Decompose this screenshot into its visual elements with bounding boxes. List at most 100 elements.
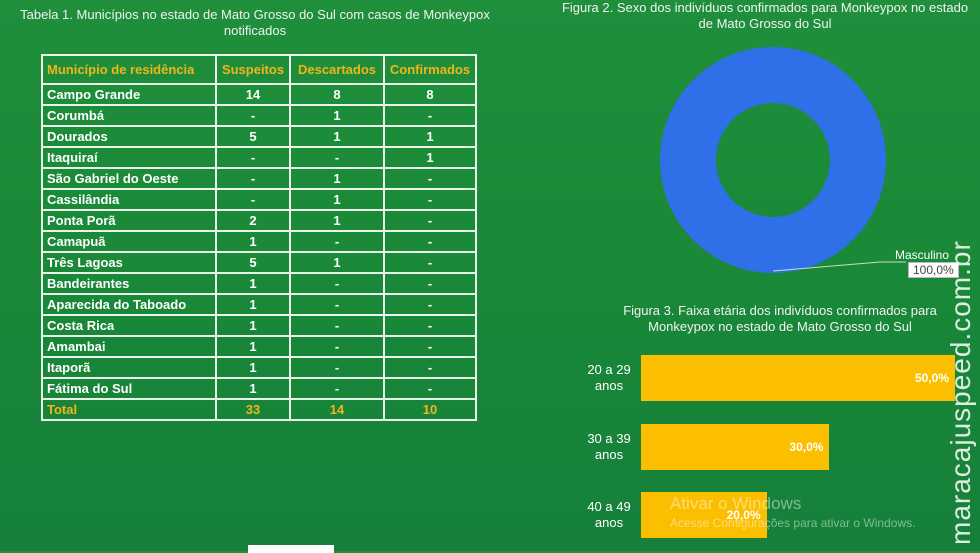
bar	[641, 424, 830, 470]
municipio-cell: Cassilândia	[41, 188, 217, 211]
bar-chart-title: Figura 3. Faixa etária dos indivíduos co…	[623, 303, 937, 334]
value-cell: 10	[383, 398, 477, 421]
value-cell: -	[215, 188, 291, 211]
bar	[641, 355, 955, 401]
value-cell: 1	[215, 272, 291, 295]
municipio-cell: Fátima do Sul	[41, 377, 217, 400]
value-cell: 5	[215, 251, 291, 274]
value-cell: -	[289, 146, 385, 169]
value-cell: 1	[289, 125, 385, 148]
site-watermark: maracajuspeed.com.br	[945, 240, 976, 545]
municipio-cell: Aparecida do Taboado	[41, 293, 217, 316]
municipio-cell: Amambai	[41, 335, 217, 358]
bar-value-label: 20,0%	[726, 508, 761, 522]
value-cell: 8	[383, 83, 477, 106]
value-cell: -	[383, 251, 477, 274]
column-header: Município de residência	[41, 54, 217, 85]
value-cell: -	[383, 104, 477, 127]
value-cell: 1	[215, 377, 291, 400]
value-cell: -	[383, 188, 477, 211]
value-cell: -	[289, 335, 385, 358]
table-row: Campo Grande 14 8 8	[41, 83, 477, 106]
column-header: Suspeitos	[215, 54, 291, 85]
value-cell: 14	[289, 398, 385, 421]
value-cell: -	[215, 167, 291, 190]
value-cell: 33	[215, 398, 291, 421]
value-cell: 2	[215, 209, 291, 232]
municipio-cell: Camapuã	[41, 230, 217, 253]
value-cell: 1	[215, 335, 291, 358]
bottom-fragment	[248, 545, 334, 553]
bar-value-label: 50,0%	[915, 371, 950, 385]
value-cell: 1	[289, 188, 385, 211]
bar	[641, 492, 767, 538]
value-cell: -	[289, 377, 385, 400]
windows-activation-text: Acesse Configurações para ativar o Windo…	[670, 516, 916, 530]
table-row: Amambai 1- -	[41, 335, 477, 358]
value-cell: -	[383, 377, 477, 400]
value-cell: 1	[289, 104, 385, 127]
value-cell: 1	[383, 146, 477, 169]
municipio-cell: Itaquiraí	[41, 146, 217, 169]
value-cell: -	[289, 356, 385, 379]
value-cell: 1	[383, 125, 477, 148]
value-cell: -	[383, 167, 477, 190]
donut-leader-line	[772, 261, 906, 272]
municipio-cell: Três Lagoas	[41, 251, 217, 274]
value-cell: -	[215, 104, 291, 127]
municipio-cell: Campo Grande	[41, 83, 217, 106]
value-cell: 1	[289, 167, 385, 190]
municipios-table: Município de residência Suspeitos Descar…	[41, 54, 477, 421]
value-cell: 8	[289, 83, 385, 106]
value-cell: -	[383, 209, 477, 232]
value-cell: -	[383, 293, 477, 316]
donut-slice	[660, 47, 886, 273]
table-row: Dourados 5 1 1	[41, 125, 477, 148]
table-total-row: Total 33 14 10	[41, 398, 477, 421]
value-cell: 1	[215, 293, 291, 316]
table-row: Itaporã 1- -	[41, 356, 477, 379]
table-title: Tabela 1. Municípios no estado de Mato G…	[20, 7, 490, 38]
municipio-cell: Bandeirantes	[41, 272, 217, 295]
table-header-row: Município de residência Suspeitos Descar…	[41, 54, 477, 85]
table-row: Aparecida do Taboado 1- -	[41, 293, 477, 316]
table-row: Itaquiraí - -1	[41, 146, 477, 169]
bar-category-label: 20 a 29 anos	[587, 362, 631, 393]
table-row: Costa Rica 1- -	[41, 314, 477, 337]
value-cell: 1	[215, 356, 291, 379]
table-row: Bandeirantes 1- -	[41, 272, 477, 295]
value-cell: -	[383, 356, 477, 379]
value-cell: 1	[289, 209, 385, 232]
bar-value-label: 30,0%	[789, 440, 824, 454]
bar-category-label: 30 a 39 anos	[587, 431, 631, 462]
value-cell: 1	[215, 314, 291, 337]
table-row: São Gabriel do Oeste -1-	[41, 167, 477, 190]
municipio-cell: Ponta Porã	[41, 209, 217, 232]
value-cell: -	[383, 230, 477, 253]
donut-title: Figura 2. Sexo dos indivíduos confirmado…	[561, 0, 969, 31]
value-cell: 1	[215, 230, 291, 253]
municipio-cell: Total	[41, 398, 217, 421]
municipio-cell: Dourados	[41, 125, 217, 148]
value-cell: 1	[289, 251, 385, 274]
value-cell: -	[383, 314, 477, 337]
donut-value-label: 100,0%	[908, 262, 959, 278]
table-row: Corumbá -1-	[41, 104, 477, 127]
value-cell: -	[215, 146, 291, 169]
value-cell: -	[289, 230, 385, 253]
value-cell: -	[289, 293, 385, 316]
table-row: Fátima do Sul 1- -	[41, 377, 477, 400]
donut-category-label: Masculino	[895, 248, 950, 262]
column-header: Descartados	[289, 54, 385, 85]
value-cell: -	[289, 272, 385, 295]
column-header: Confirmados	[383, 54, 477, 85]
table-row: Três Lagoas 5 1-	[41, 251, 477, 274]
value-cell: 14	[215, 83, 291, 106]
value-cell: -	[383, 272, 477, 295]
municipio-cell: São Gabriel do Oeste	[41, 167, 217, 190]
value-cell: -	[289, 314, 385, 337]
table-row: Camapuã 1- -	[41, 230, 477, 253]
municipio-cell: Corumbá	[41, 104, 217, 127]
value-cell: -	[383, 335, 477, 358]
